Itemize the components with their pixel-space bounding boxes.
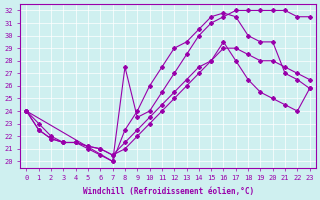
X-axis label: Windchill (Refroidissement éolien,°C): Windchill (Refroidissement éolien,°C) xyxy=(83,187,254,196)
